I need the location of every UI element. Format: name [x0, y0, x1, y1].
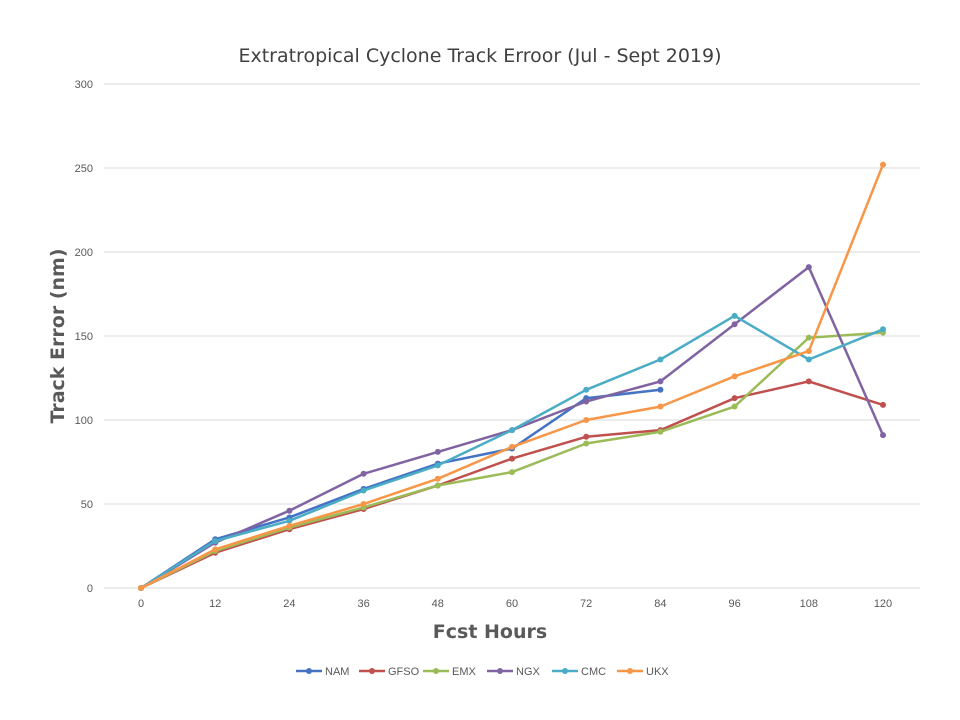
y-tick-label: 250	[75, 163, 93, 175]
data-point	[880, 326, 886, 333]
data-point	[509, 443, 515, 450]
data-point	[583, 433, 590, 440]
x-axis-ticks: 0 12 24 36 48 60 72 84 96 108 120	[138, 598, 892, 610]
series-line-gfso	[139, 380, 885, 590]
y-tick-label: 300	[75, 79, 93, 91]
data-point	[212, 546, 219, 553]
data-point	[583, 440, 590, 447]
x-tick-label: 120	[874, 598, 892, 610]
x-tick-label: 48	[432, 598, 444, 610]
legend-item-nam: NAM	[296, 666, 349, 678]
series-emx	[138, 329, 886, 591]
chart-title: Extratropical Cyclone Track Erroor (Jul …	[238, 45, 721, 67]
legend-marker	[369, 668, 375, 674]
data-point	[434, 482, 441, 489]
x-axis-title: Fcst Hours	[433, 621, 547, 643]
data-point	[657, 428, 664, 435]
data-point	[434, 462, 441, 469]
data-point	[360, 501, 367, 507]
y-tick-label: 100	[75, 415, 93, 427]
x-tick-label: 108	[800, 598, 818, 610]
data-point	[805, 378, 812, 385]
data-point	[360, 470, 367, 477]
legend-item-emx: EMX	[423, 666, 477, 678]
legend-marker	[627, 668, 633, 674]
legend: NAM GFSO EMX NGX CMC UKX	[296, 666, 669, 678]
data-point	[805, 264, 812, 271]
data-point	[657, 386, 664, 393]
x-tick-label: 60	[506, 598, 518, 610]
data-point	[509, 455, 515, 462]
y-tick-label: 0	[87, 583, 93, 595]
legend-item-ukx: UKX	[617, 666, 669, 678]
data-point	[583, 398, 590, 405]
data-point	[212, 537, 219, 544]
data-point	[509, 427, 515, 434]
legend-marker	[433, 668, 439, 674]
data-point	[880, 161, 886, 168]
data-point	[805, 334, 812, 341]
legend-label: NGX	[516, 666, 541, 678]
x-tick-label: 72	[580, 598, 592, 610]
legend-item-cmc: CMC	[552, 666, 606, 678]
legend-item-ngx: NGX	[487, 666, 541, 678]
x-tick-label: 12	[209, 598, 221, 610]
series-nam	[138, 386, 664, 591]
legend-marker	[306, 668, 312, 674]
data-point	[731, 403, 738, 410]
y-tick-label: 50	[81, 499, 93, 511]
data-point	[509, 469, 515, 476]
data-point	[880, 432, 886, 439]
data-point	[286, 507, 293, 514]
legend-label: NAM	[325, 666, 349, 678]
x-tick-label: 96	[728, 598, 740, 610]
data-point	[657, 356, 664, 363]
x-tick-label: 84	[654, 598, 666, 610]
legend-label: GFSO	[388, 666, 420, 678]
series-line-ukx	[139, 163, 885, 590]
y-axis-title: Track Error (nm)	[47, 248, 69, 423]
data-point	[583, 386, 590, 393]
legend-marker	[497, 668, 503, 674]
x-tick-label: 36	[357, 598, 369, 610]
x-tick-label: 24	[283, 598, 295, 610]
data-point	[434, 448, 441, 455]
data-point	[731, 373, 738, 380]
x-tick-label: 0	[138, 598, 144, 610]
series-lines	[138, 161, 886, 591]
data-point	[731, 395, 738, 402]
gridlines	[104, 83, 920, 589]
data-point	[880, 401, 886, 408]
y-axis-ticks: 0 50 100 150 200 250 300	[75, 79, 93, 595]
legend-item-gfso: GFSO	[359, 666, 420, 678]
legend-label: CMC	[581, 666, 606, 678]
data-point	[657, 403, 664, 410]
data-point	[731, 312, 738, 319]
series-ukx	[138, 161, 886, 591]
y-tick-label: 200	[75, 247, 93, 259]
y-tick-label: 150	[75, 331, 93, 343]
series-gfso	[138, 378, 886, 591]
data-point	[138, 585, 144, 591]
legend-label: EMX	[452, 666, 477, 678]
data-point	[731, 321, 738, 328]
series-line-cmc	[139, 314, 885, 590]
data-point	[434, 475, 441, 482]
data-point	[657, 378, 664, 385]
legend-label: UKX	[646, 666, 669, 678]
data-point	[286, 517, 293, 524]
data-point	[286, 522, 293, 529]
data-point	[805, 356, 812, 363]
legend-marker	[562, 668, 568, 674]
data-point	[805, 348, 812, 355]
series-cmc	[138, 312, 886, 591]
data-point	[360, 487, 367, 494]
data-point	[583, 417, 590, 423]
